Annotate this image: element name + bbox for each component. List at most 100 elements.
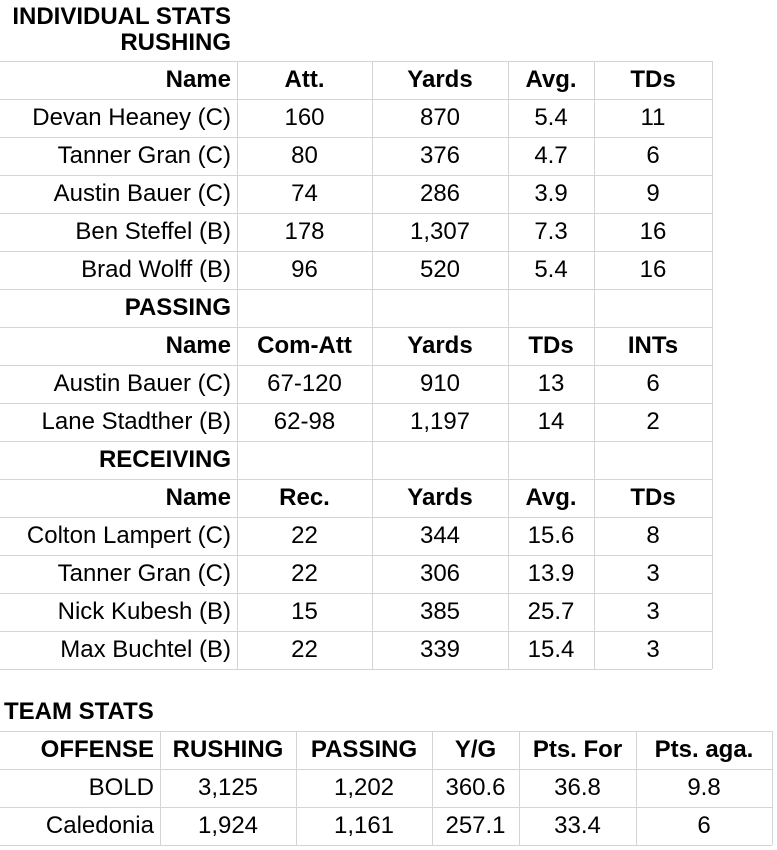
- grid-line: [0, 289, 712, 290]
- rushing-player-name: Brad Wolff (B): [81, 256, 231, 283]
- grid-line: [0, 555, 712, 556]
- grid-line: [372, 61, 373, 669]
- receiving-header-cell: Rec.: [279, 484, 330, 511]
- rushing-stat-cell: 3.9: [534, 180, 568, 207]
- grid-line: [0, 669, 712, 670]
- grid-line: [519, 731, 520, 845]
- receiving-stat-cell: 13.9: [527, 560, 575, 587]
- passing-stat-cell: 1,197: [409, 408, 471, 435]
- grid-line: [0, 441, 712, 442]
- receiving-stat-cell: 15.4: [527, 636, 575, 663]
- team-stat-cell: 3,125: [197, 774, 259, 801]
- team-name: BOLD: [88, 774, 154, 801]
- receiving-stat-cell: 385: [419, 598, 461, 625]
- rushing-stat-cell: 178: [284, 218, 325, 245]
- team-header-cell: PASSING: [310, 736, 418, 763]
- receiving-header-cell: Avg.: [525, 484, 577, 511]
- passing-player-name: Austin Bauer (C): [53, 370, 231, 397]
- passing-header-cell: TDs: [528, 332, 574, 359]
- rushing-header-cell: Yards: [407, 66, 473, 93]
- receiving-player-name: Nick Kubesh (B): [57, 598, 231, 625]
- grid-line: [0, 631, 712, 632]
- section-title-team: TEAM STATS: [4, 698, 154, 725]
- rushing-stat-cell: 286: [419, 180, 461, 207]
- rushing-player-name: Devan Heaney (C): [32, 104, 231, 131]
- passing-stat-cell: 14: [537, 408, 565, 435]
- receiving-stat-cell: 3: [646, 598, 660, 625]
- grid-line: [0, 593, 712, 594]
- grid-line: [712, 61, 713, 669]
- passing-stat-cell: 6: [646, 370, 660, 397]
- grid-line: [508, 61, 509, 669]
- grid-line: [0, 479, 712, 480]
- passing-stat-cell: 67-120: [267, 370, 342, 397]
- section-title-individual: INDIVIDUAL STATS: [12, 3, 231, 30]
- receiving-player-name: Tanner Gran (C): [57, 560, 231, 587]
- passing-stat-cell: 13: [537, 370, 565, 397]
- section-title-receiving: RECEIVING: [98, 446, 231, 473]
- team-header-cell: Pts. aga.: [654, 736, 754, 763]
- grid-line: [594, 61, 595, 669]
- rushing-stat-cell: 4.7: [534, 142, 568, 169]
- team-stat-cell: 33.4: [554, 812, 601, 839]
- receiving-stat-cell: 306: [419, 560, 461, 587]
- grid-line: [0, 807, 772, 808]
- rushing-player-name: Austin Bauer (C): [53, 180, 231, 207]
- grid-line: [0, 731, 772, 732]
- team-header-cell: RUSHING: [172, 736, 284, 763]
- receiving-stat-cell: 22: [291, 636, 318, 663]
- rushing-stat-cell: 160: [284, 104, 325, 131]
- team-stat-cell: 1,924: [197, 812, 259, 839]
- grid-line: [0, 845, 772, 846]
- grid-line: [160, 731, 161, 845]
- grid-line: [0, 365, 712, 366]
- rushing-stat-cell: 870: [419, 104, 461, 131]
- receiving-stat-cell: 22: [291, 522, 318, 549]
- team-stat-cell: 1,161: [333, 812, 395, 839]
- section-title-passing: PASSING: [124, 294, 231, 321]
- team-stat-cell: 1,202: [333, 774, 395, 801]
- team-stat-cell: 36.8: [554, 774, 601, 801]
- grid-line: [0, 403, 712, 404]
- rushing-stat-cell: 80: [291, 142, 318, 169]
- receiving-stat-cell: 22: [291, 560, 318, 587]
- passing-header-cell: Name: [165, 332, 231, 359]
- team-name: Caledonia: [45, 812, 154, 839]
- receiving-stat-cell: 339: [419, 636, 461, 663]
- team-stat-cell: 257.1: [445, 812, 506, 839]
- team-stat-cell: 9.8: [687, 774, 721, 801]
- receiving-stat-cell: 3: [646, 636, 660, 663]
- passing-stat-cell: 2: [646, 408, 660, 435]
- rushing-header-cell: Avg.: [525, 66, 577, 93]
- rushing-stat-cell: 16: [639, 256, 667, 283]
- receiving-player-name: Max Buchtel (B): [60, 636, 231, 663]
- grid-line: [0, 61, 712, 62]
- receiving-stat-cell: 3: [646, 560, 660, 587]
- passing-header-cell: Yards: [407, 332, 473, 359]
- rushing-stat-cell: 96: [291, 256, 318, 283]
- receiving-header-cell: TDs: [630, 484, 676, 511]
- grid-line: [772, 731, 773, 845]
- team-header-cell: Y/G: [454, 736, 497, 763]
- receiving-stat-cell: 25.7: [527, 598, 575, 625]
- grid-line: [0, 251, 712, 252]
- grid-line: [0, 99, 712, 100]
- section-title-rushing: RUSHING: [120, 29, 231, 56]
- rushing-stat-cell: 1,307: [409, 218, 471, 245]
- grid-line: [636, 731, 637, 845]
- grid-line: [0, 517, 712, 518]
- passing-stat-cell: 910: [419, 370, 461, 397]
- receiving-stat-cell: 15.6: [527, 522, 575, 549]
- grid-line: [296, 731, 297, 845]
- rushing-player-name: Ben Steffel (B): [75, 218, 231, 245]
- rushing-header-cell: TDs: [630, 66, 676, 93]
- rushing-header-cell: Att.: [284, 66, 325, 93]
- receiving-player-name: Colton Lampert (C): [26, 522, 231, 549]
- rushing-header-cell: Name: [165, 66, 231, 93]
- rushing-stat-cell: 5.4: [534, 256, 568, 283]
- receiving-stat-cell: 8: [646, 522, 660, 549]
- team-stat-cell: 6: [697, 812, 711, 839]
- rushing-stat-cell: 5.4: [534, 104, 568, 131]
- grid-line: [0, 769, 772, 770]
- receiving-stat-cell: 344: [419, 522, 461, 549]
